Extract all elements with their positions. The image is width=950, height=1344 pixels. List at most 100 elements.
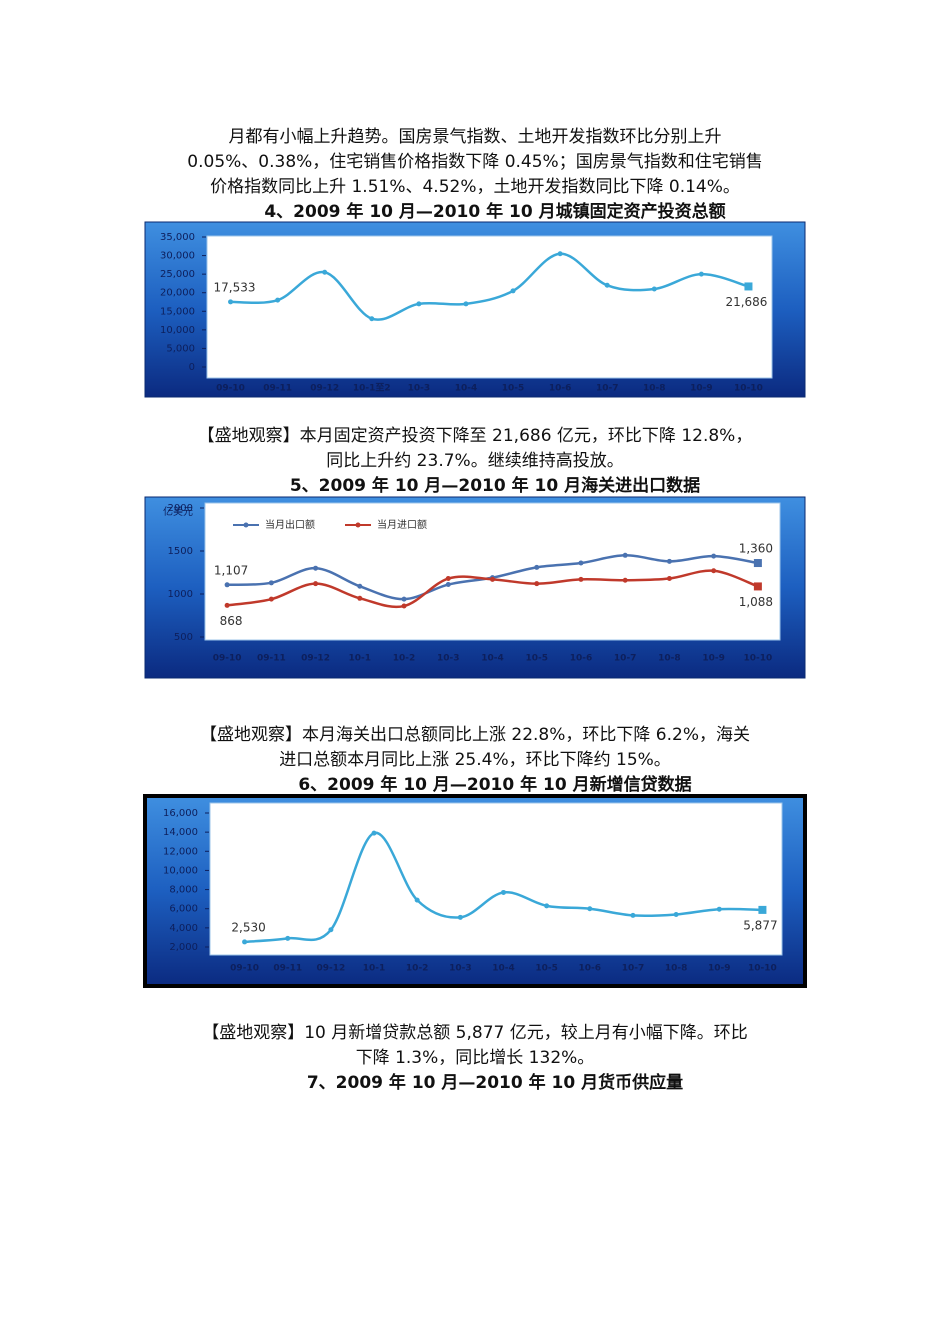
point [416,301,422,307]
x-tick-label: 09-11 [263,384,292,394]
data-label: 1,107 [214,563,248,577]
x-tick-label: 10-7 [596,384,619,394]
x-tick-label: 10-4 [492,964,515,974]
point [534,581,540,587]
data-label: 5,877 [743,918,777,932]
x-tick-label: 10-5 [502,384,525,394]
x-tick-label: 10-6 [549,384,572,394]
x-tick-label: 10-10 [748,964,777,974]
x-tick-label: 09-12 [310,384,339,394]
point [268,596,274,602]
legend-label: 当月出口额 [265,518,315,531]
x-tick-label: 09-12 [301,654,330,664]
paragraph-line: 价格指数同比上升 1.51%、4.52%，土地开发指数同比下降 0.14%。 [210,177,740,197]
x-tick-label: 10-8 [643,384,666,394]
x-tick-label: 09-12 [316,964,345,974]
point [371,830,377,836]
point [275,297,281,303]
x-tick-label: 10-6 [570,654,593,664]
data-label: 1,088 [739,595,773,609]
y-tick-label: 14,000 [163,827,198,838]
data-label: 1,360 [739,542,773,556]
point [242,939,248,945]
point [758,905,767,914]
point [445,582,451,588]
point [587,906,593,912]
chart-heading: 6、2009 年 10 月—2010 年 10 月新增信贷数据 [298,774,691,795]
x-tick-label: 10-1 [363,964,386,974]
x-tick-label: 10-1 [349,654,372,664]
point [322,269,328,275]
y-tick-label: 2000 [168,503,193,514]
x-tick-label: 10-10 [734,384,763,394]
x-tick-label: 10-3 [449,964,472,974]
paragraph-line: 【盛地观察】本月海关出口总额同比上涨 22.8%，环比下降 6.2%，海关 [200,725,750,745]
y-tick-label: 20,000 [160,288,195,299]
point [401,596,407,602]
data-label: 2,530 [231,920,265,934]
x-tick-label: 10-10 [743,654,772,664]
x-tick-label: 10-5 [535,964,558,974]
data-label: 21,686 [725,295,767,309]
x-tick-label: 09-11 [257,654,286,664]
y-axis-label: 亿美元 [163,505,193,518]
x-tick-label: 10-2 [393,654,416,664]
point [753,582,762,591]
point [501,889,506,895]
x-tick-label: 10-8 [658,654,681,664]
x-tick-label: 10-9 [702,654,725,664]
point [445,576,451,582]
point [357,595,363,601]
chart-heading: 5、2009 年 10 月—2010 年 10 月海关进出口数据 [290,475,700,496]
chart-heading: 4、2009 年 10 月—2010 年 10 月城镇固定资产投资总额 [264,201,725,222]
x-tick-label: 10-9 [708,964,731,974]
y-tick-label: 5,000 [166,343,195,354]
paragraph-line: 下降 1.3%，同比增长 132%。 [356,1048,595,1068]
point [369,316,375,322]
point [534,564,540,570]
y-tick-label: 10,000 [163,865,198,876]
point [224,602,230,608]
legend-marker [243,522,249,528]
y-tick-label: 1500 [168,546,193,557]
point [716,906,722,912]
x-tick-label: 09-10 [230,964,259,974]
y-tick-label: 4,000 [169,923,198,934]
paragraph-line: 月都有小幅上升趋势。国房景气指数、土地开发指数环比分别上升 [229,127,722,147]
point [753,559,762,568]
point [666,558,672,564]
paragraph-line: 【盛地观察】10 月新增贷款总额 5,877 亿元，较上月有小幅下降。环比 [202,1023,748,1043]
point [711,568,717,574]
x-tick-label: 10-5 [525,654,548,664]
point [651,286,657,292]
point [313,581,319,587]
point [414,897,420,903]
data-label: 17,533 [214,280,256,294]
point [622,577,628,583]
point [313,565,319,571]
x-tick-label: 10-4 [455,384,478,394]
point [328,927,334,933]
point [557,251,563,257]
paragraph-line: 0.05%、0.38%，住宅销售价格指数下降 0.45%；国房景气指数和住宅销售 [187,152,762,172]
y-tick-label: 12,000 [163,846,198,857]
point [666,576,672,582]
point [457,914,463,920]
y-tick-label: 6,000 [169,904,198,915]
point [630,912,636,918]
paragraph-line: 同比上升约 23.7%。继续维持高投放。 [326,451,623,471]
x-tick-label: 10-6 [579,964,602,974]
section-heading: 7、2009 年 10 月—2010 年 10 月货币供应量 [307,1072,683,1093]
plot-panel [209,802,783,956]
point [357,583,363,589]
point [673,911,679,917]
point [268,580,274,586]
y-tick-label: 8,000 [169,885,198,896]
point [228,299,234,305]
y-tick-label: 1000 [168,589,193,600]
x-tick-label: 10-1至2 [353,383,391,394]
point [622,552,628,558]
x-tick-label: 10-8 [665,964,688,974]
